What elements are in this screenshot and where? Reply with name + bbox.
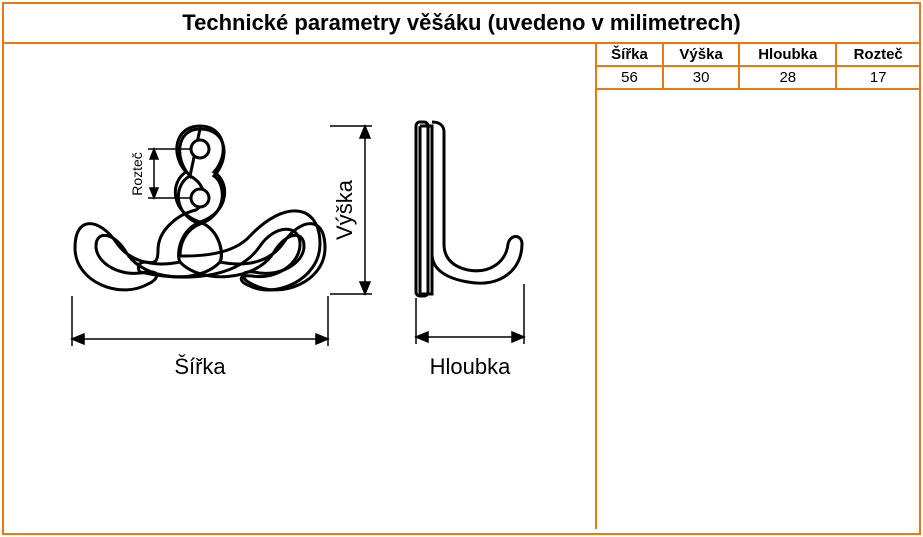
col-width: Šířka [597,44,663,66]
label-pitch: Rozteč [129,152,145,196]
val-pitch: 17 [836,66,919,89]
label-height: Výška [332,179,357,240]
dim-width [72,296,328,346]
panel-title: Technické parametry věšáku (uvedeno v mi… [4,4,919,44]
val-depth: 28 [739,66,836,89]
dimensions-table: Šířka Výška Hloubka Rozteč 56 30 28 17 [597,44,919,90]
hook-diagram: Šířka Výška Rozteč [30,84,570,464]
side-view [416,122,522,296]
col-height: Výška [663,44,739,66]
data-cell: Šířka Výška Hloubka Rozteč 56 30 28 17 [597,44,919,529]
table-row: 56 30 28 17 [597,66,919,89]
spec-panel: Technické parametry věšáku (uvedeno v mi… [2,2,921,535]
val-width: 56 [597,66,663,89]
col-depth: Hloubka [739,44,836,66]
label-width: Šířka [174,354,226,379]
col-pitch: Rozteč [836,44,919,66]
val-height: 30 [663,66,739,89]
label-depth: Hloubka [429,354,510,379]
front-view [75,126,325,290]
table-header-row: Šířka Výška Hloubka Rozteč [597,44,919,66]
diagram-cell: Šířka Výška Rozteč [4,44,597,529]
content-row: Šířka Výška Rozteč [4,44,919,529]
